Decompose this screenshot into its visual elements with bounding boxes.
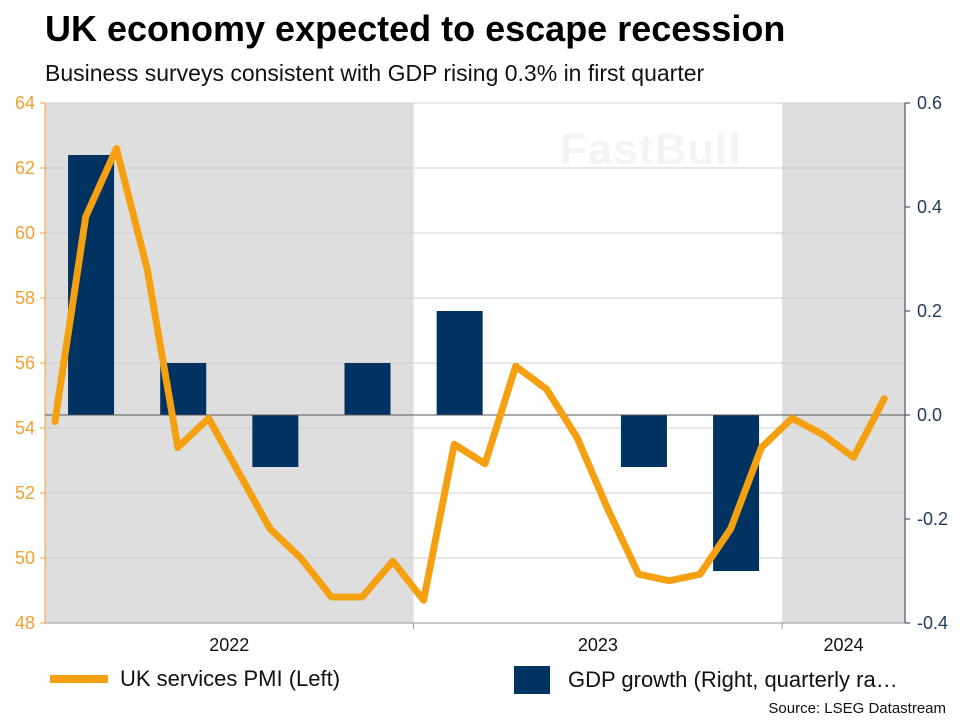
pmi-point (330, 596, 332, 598)
pmi-point (453, 443, 455, 445)
pmi-point (484, 463, 486, 465)
pmi-point (54, 421, 56, 422)
tick-label-left: 54 (15, 418, 35, 438)
pmi-point (822, 434, 824, 435)
pmi-point (668, 580, 670, 582)
legend-swatch-bar (514, 666, 550, 694)
chart-title: UK economy expected to escape recession (45, 8, 786, 49)
pmi-point (699, 573, 701, 575)
tick-label-left: 64 (15, 93, 35, 113)
tick-label-right: 0.0 (917, 405, 942, 425)
legend-item-pmi: UK services PMI (Left) (50, 666, 340, 692)
pmi-point (760, 447, 762, 448)
pmi-point (791, 417, 793, 419)
watermark: FastBull (560, 125, 742, 174)
pmi-point (208, 417, 210, 419)
tick-label-right: -0.4 (917, 613, 948, 633)
pmi-point (638, 573, 640, 575)
tick-label-left: 56 (15, 353, 35, 373)
pmi-point (607, 508, 609, 510)
pmi-point (853, 456, 855, 458)
pmi-point (730, 528, 732, 530)
gdp-bar (620, 415, 667, 467)
tick-label-x: 2022 (209, 635, 249, 655)
tick-label-x: 2023 (578, 635, 618, 655)
gdp-bar (344, 363, 391, 415)
gdp-bar (252, 415, 299, 467)
tick-label-right: 0.2 (917, 301, 942, 321)
pmi-point (423, 599, 425, 601)
pmi-point (300, 557, 302, 559)
pmi-point (269, 528, 271, 530)
pmi-point (361, 596, 363, 598)
legend-label: UK services PMI (Left) (120, 666, 341, 691)
tick-label-right: 0.4 (917, 197, 942, 217)
tick-label-left: 48 (15, 613, 35, 633)
pmi-point (85, 216, 87, 218)
legend-item-gdp: GDP growth (Right, quarterly ra… (514, 666, 898, 694)
tick-label-left: 60 (15, 223, 35, 243)
legend-swatch-line (50, 675, 108, 683)
tick-label-left: 58 (15, 288, 35, 308)
tick-label-right: -0.2 (917, 509, 948, 529)
pmi-point (545, 388, 547, 390)
gdp-bar (436, 311, 483, 415)
tick-label-right: 0.6 (917, 93, 942, 113)
pmi-point (177, 447, 179, 448)
legend-label: GDP growth (Right, quarterly ra… (568, 667, 898, 692)
pmi-point (515, 365, 517, 367)
chart-subtitle: Business surveys consistent with GDP ris… (45, 60, 705, 86)
tick-label-left: 52 (15, 483, 35, 503)
pmi-point (883, 398, 885, 400)
tick-label-x: 2024 (824, 635, 864, 655)
tick-label-left: 62 (15, 158, 35, 178)
pmi-point (238, 473, 240, 474)
pmi-point (146, 268, 148, 270)
pmi-line (51, 145, 888, 604)
pmi-point (576, 437, 578, 439)
source-note: Source: LSEG Datastream (768, 700, 946, 717)
pmi-point (392, 560, 394, 562)
tick-label-left: 50 (15, 548, 35, 568)
pmi-point (115, 148, 117, 149)
